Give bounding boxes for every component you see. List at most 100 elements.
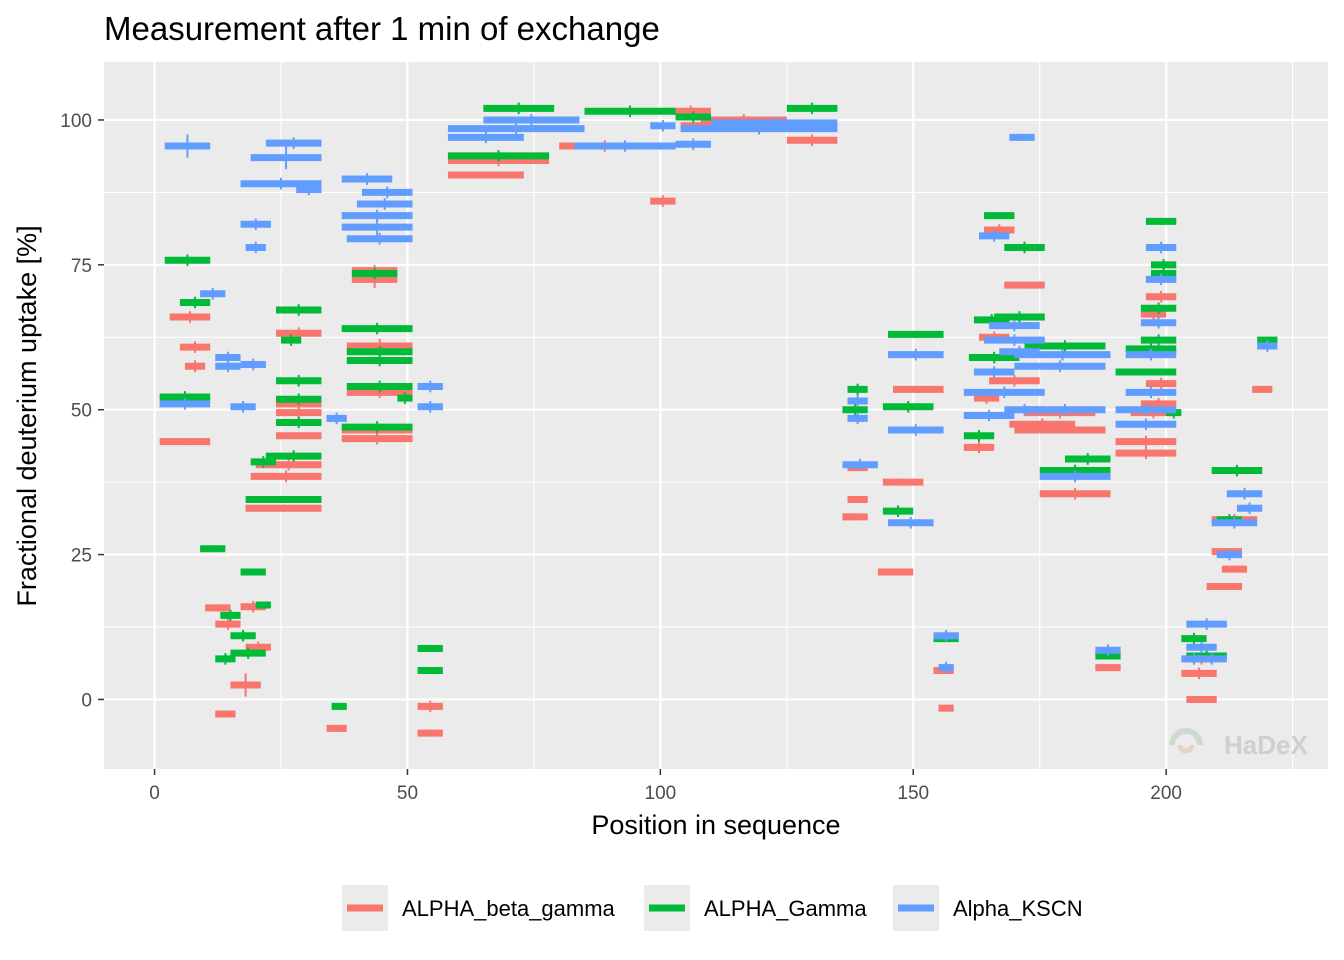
peptide-mark <box>893 385 944 393</box>
peptide-mark <box>786 102 838 115</box>
peptide-mark <box>230 401 256 413</box>
peptide-mark <box>255 601 271 609</box>
peptide-mark <box>1186 618 1227 630</box>
y-tick-label: 100 <box>60 111 92 132</box>
peptide-mark <box>417 380 443 393</box>
peptide-mark <box>1252 385 1273 393</box>
peptide-mark <box>341 421 413 433</box>
peptide-mark <box>984 334 1045 346</box>
peptide-mark <box>1145 273 1177 286</box>
peptide-mark <box>341 209 413 222</box>
peptide-mark <box>842 458 878 471</box>
peptide-mark <box>882 505 914 517</box>
peptide-mark <box>650 119 676 132</box>
peptide-mark <box>1115 447 1177 459</box>
peptide-mark <box>245 241 266 254</box>
peptide-mark <box>887 516 934 529</box>
peptide-mark <box>296 183 322 196</box>
peptide-mark <box>417 700 443 713</box>
peptide-mark <box>184 360 206 373</box>
peptide-mark <box>786 134 838 147</box>
peptide-mark <box>230 673 261 697</box>
peptide-mark <box>847 412 868 425</box>
x-tick-label: 0 <box>149 783 160 804</box>
peptide-mark <box>1064 453 1111 465</box>
peptide-mark <box>275 416 322 429</box>
peptide-mark <box>842 513 868 521</box>
peptide-mark <box>215 618 241 630</box>
watermark-text: HaDeX <box>1224 730 1308 760</box>
peptide-mark <box>979 230 1010 242</box>
peptide-mark <box>417 729 443 737</box>
peptide-mark <box>200 288 226 300</box>
peptide-mark <box>346 380 413 393</box>
y-tick-label: 50 <box>71 401 92 422</box>
peptide-mark <box>326 724 347 732</box>
peptide-mark <box>1009 133 1035 141</box>
x-tick-label: 200 <box>1150 783 1182 804</box>
peptide-mark <box>1039 487 1111 500</box>
peptide-mark <box>1014 426 1106 434</box>
peptide-mark <box>281 334 302 346</box>
peptide-mark <box>963 429 995 442</box>
peptide-mark <box>179 296 211 309</box>
x-tick-label: 50 <box>397 783 418 804</box>
peptide-mark <box>1236 502 1263 515</box>
peptide-mark <box>1014 360 1106 373</box>
peptide-mark <box>265 450 322 462</box>
peptide-mark <box>245 504 322 512</box>
peptide-mark <box>882 478 924 486</box>
x-tick-label: 150 <box>897 783 929 804</box>
y-axis: 0 25 50 75 100 <box>60 111 104 711</box>
peptide-mark <box>847 383 868 396</box>
hadex-logo-icon-inner <box>1177 744 1195 754</box>
peptide-mark <box>1014 348 1111 361</box>
legend-item: Alpha_KSCN <box>893 885 1083 931</box>
peptide-mark <box>215 653 236 665</box>
peptide-mark <box>1115 368 1177 376</box>
x-tick-label: 100 <box>645 783 677 804</box>
peptide-mark <box>989 319 1040 332</box>
legend-item: ALPHA_Gamma <box>644 885 867 931</box>
y-tick-label: 0 <box>81 690 92 711</box>
peptide-mark <box>1115 418 1177 430</box>
peptide-mark <box>341 173 393 185</box>
peptide-mark <box>1140 316 1177 329</box>
peptide-mark <box>417 644 443 652</box>
peptide-mark <box>847 395 868 407</box>
peptide-mark <box>1140 302 1177 315</box>
peptide-mark <box>1181 632 1207 645</box>
peptide-mark <box>882 401 934 413</box>
peptide-mark <box>240 358 266 371</box>
peptide-mark <box>963 386 1045 399</box>
x-axis-title: Position in sequence <box>591 810 840 840</box>
peptide-mark <box>265 137 322 149</box>
peptide-mark <box>326 412 347 425</box>
peptide-mark <box>1125 348 1177 361</box>
peptide-mark <box>341 322 413 335</box>
peptide-mark <box>1115 435 1177 448</box>
peptide-mark <box>1125 386 1177 399</box>
peptide-mark <box>164 254 211 266</box>
peptide-mark <box>250 456 276 468</box>
peptide-mark <box>169 311 211 323</box>
peptide-mark <box>346 345 413 358</box>
peptide-mark <box>215 351 241 364</box>
peptide-mark <box>1024 340 1106 352</box>
peptide-mark <box>447 122 585 135</box>
legend: ALPHA_beta_gamma ALPHA_Gamma Alpha_KSCN <box>342 885 1083 931</box>
peptide-mark <box>887 424 944 436</box>
peptide-mark <box>1145 377 1177 390</box>
peptide-mark <box>159 398 211 410</box>
peptide-mark <box>240 568 266 576</box>
peptide-mark <box>1150 259 1177 271</box>
peptide-mark <box>1095 664 1121 672</box>
peptide-mark <box>346 232 413 245</box>
peptide-mark <box>1211 516 1258 529</box>
peptide-mark <box>164 134 211 158</box>
peptide-mark <box>963 441 995 454</box>
peptide-mark <box>963 409 1015 422</box>
peptide-mark <box>1095 644 1121 656</box>
peptide-mark <box>1216 548 1243 561</box>
peptide-mark <box>483 102 555 115</box>
